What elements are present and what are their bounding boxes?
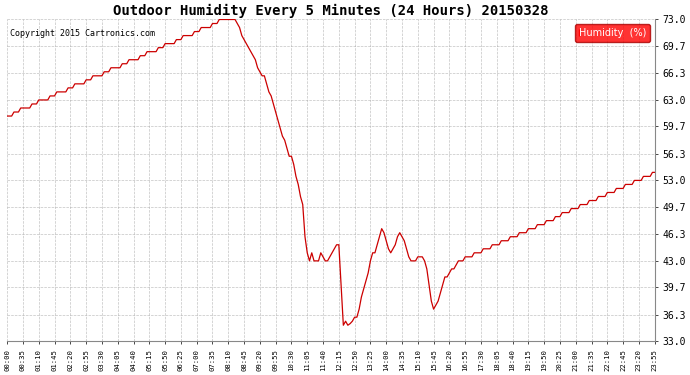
Legend: Humidity  (%): Humidity (%) xyxy=(575,24,650,42)
Text: Copyright 2015 Cartronics.com: Copyright 2015 Cartronics.com xyxy=(10,29,155,38)
Title: Outdoor Humidity Every 5 Minutes (24 Hours) 20150328: Outdoor Humidity Every 5 Minutes (24 Hou… xyxy=(113,4,549,18)
